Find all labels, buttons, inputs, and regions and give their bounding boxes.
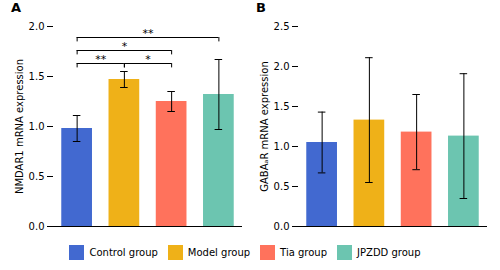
svg-text:NMDAR1 mRNA expression: NMDAR1 mRNA expression	[14, 59, 25, 194]
svg-text:0.5: 0.5	[274, 181, 290, 192]
svg-text:1.0: 1.0	[29, 121, 45, 132]
svg-text:0.0: 0.0	[29, 221, 45, 232]
svg-text:*: *	[122, 40, 128, 53]
svg-text:1.0: 1.0	[274, 141, 290, 152]
svg-text:1.5: 1.5	[29, 71, 45, 82]
html-text:Control group: Control group	[89, 247, 158, 258]
html-text:B: B	[256, 0, 266, 15]
svg-text:0.0: 0.0	[274, 221, 290, 232]
html-text:A: A	[11, 0, 22, 15]
svg-text:**: **	[95, 53, 107, 66]
html-text:Tia group: Tia group	[280, 247, 327, 258]
svg-text:2.5: 2.5	[274, 21, 290, 32]
svg-text:2.0: 2.0	[274, 61, 290, 72]
svg-text:1.5: 1.5	[274, 101, 290, 112]
svg-text:*: *	[145, 53, 151, 66]
svg-text:**: **	[143, 27, 155, 40]
html-text:Model group: Model group	[187, 247, 251, 258]
svg-text:GABAₐR mRNA expression: GABAₐR mRNA expression	[259, 61, 270, 191]
svg-text:2.0: 2.0	[29, 21, 45, 32]
html-text:JPZDD group: JPZDD group	[357, 247, 421, 258]
svg-text:0.5: 0.5	[29, 171, 45, 182]
